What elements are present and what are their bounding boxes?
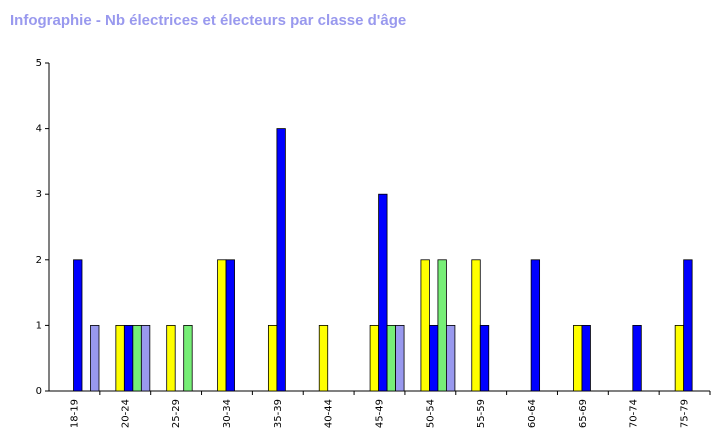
x-tick-label: 45-49 (375, 399, 386, 428)
bar (369, 324, 379, 392)
chart-title: Infographie - Nb électrices et électeurs… (10, 12, 407, 29)
bar (318, 324, 329, 392)
y-tick-label: 0 (36, 386, 42, 397)
bar (225, 259, 235, 392)
x-tick-label: 55-59 (476, 399, 487, 428)
bar (90, 324, 100, 392)
y-tick-label: 3 (36, 189, 42, 200)
bar (378, 193, 388, 392)
bar (166, 324, 176, 392)
bar (429, 324, 439, 392)
bar (276, 128, 286, 392)
y-tick-label: 4 (36, 124, 42, 135)
x-tick-label: 25-29 (171, 399, 182, 428)
bar (437, 259, 447, 392)
bar (386, 324, 396, 392)
x-tick-label: 75-79 (680, 399, 691, 428)
x-tick-label: 70-74 (629, 399, 640, 428)
x-tick-label: 30-34 (222, 399, 233, 428)
bar (183, 324, 193, 392)
bar (115, 324, 125, 392)
y-tick-label: 1 (36, 320, 42, 331)
y-tick-label: 5 (36, 58, 42, 69)
bar (420, 259, 430, 392)
y-tick-label: 2 (36, 255, 42, 266)
bar (446, 324, 456, 392)
bar (581, 324, 591, 392)
bar (479, 324, 490, 392)
x-tick-label: 40-44 (324, 399, 335, 428)
x-tick-label: 60-64 (527, 399, 538, 428)
bar (573, 324, 583, 392)
bar (123, 324, 134, 392)
bar (395, 324, 405, 392)
bar (140, 324, 151, 392)
x-tick-label: 50-54 (425, 399, 436, 428)
bar (471, 259, 481, 392)
bar (267, 324, 278, 392)
bar (632, 324, 642, 392)
bar (73, 259, 83, 392)
x-tick-label: 20-24 (120, 399, 131, 428)
bar (530, 259, 541, 392)
bar (674, 324, 685, 392)
x-tick-label: 18-19 (69, 399, 80, 428)
x-tick-label: 35-39 (273, 399, 284, 428)
x-tick-label: 65-69 (578, 399, 589, 428)
bar (683, 259, 693, 392)
bar (217, 259, 227, 392)
bar (132, 324, 142, 392)
